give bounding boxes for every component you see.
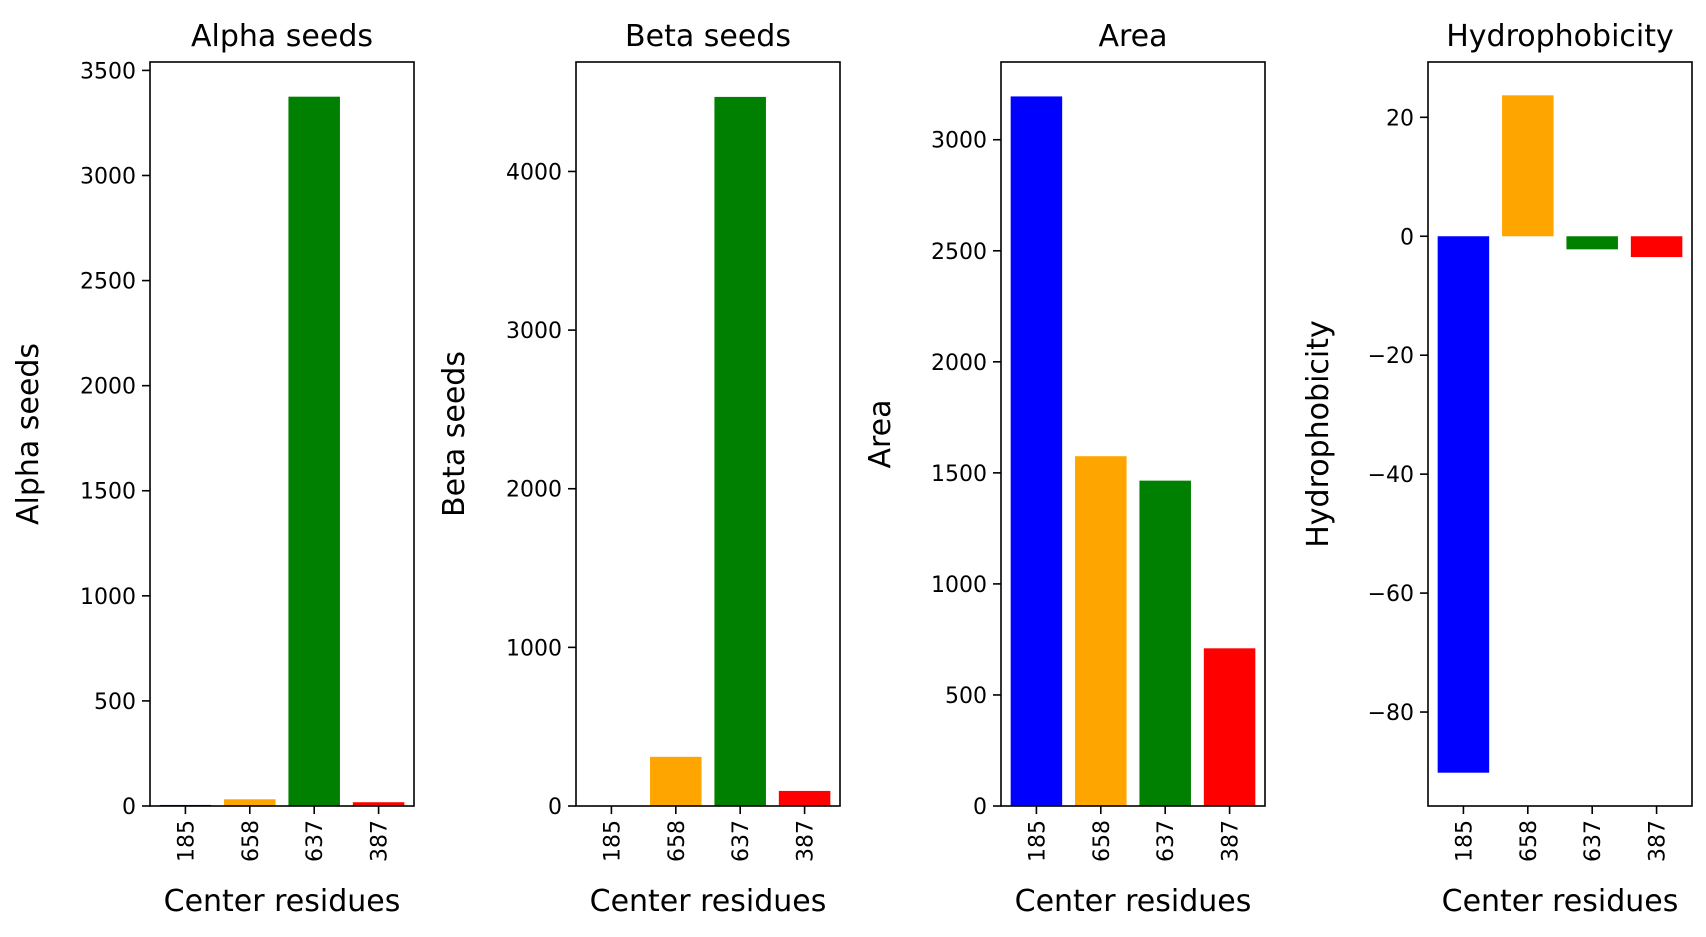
y-tick-label: −80 [1368, 701, 1414, 726]
x-axis-label: Center residues [1015, 884, 1252, 919]
axes-frame [1427, 61, 1693, 807]
y-tick-label: 1000 [931, 573, 987, 598]
bar-658 [650, 756, 702, 806]
y-tick-label: 2000 [80, 375, 136, 400]
y-tick-label: 3000 [506, 319, 562, 344]
y-tick-label: 2500 [80, 270, 136, 295]
y-tick-label: 3000 [80, 164, 136, 189]
subplot-3: 0 500 1000 1500 2000 2500 3000 185 658 637 387 Area… [863, 19, 1266, 919]
bar-185 [1010, 96, 1063, 806]
y-tick-label: −20 [1368, 344, 1414, 369]
y-tick-label: 0 [548, 795, 562, 820]
bar-387 [352, 802, 405, 806]
axes-frame [575, 61, 841, 807]
y-axis-label: Hydrophobicity [1301, 320, 1336, 548]
x-axis-label: Center residues [590, 884, 827, 919]
x-tick-label: 637 [1154, 820, 1179, 862]
axes-frame [1000, 61, 1266, 807]
x-tick-label: 185 [1452, 820, 1477, 862]
bar-637 [714, 96, 766, 807]
y-tick-label: 2000 [506, 478, 562, 503]
subplot-4: −80 −60 −40 −20 0 20 185 658 637 387 Hydrophobicit… [1301, 19, 1693, 919]
x-tick-label: 637 [1581, 820, 1606, 862]
y-tick-label: 3500 [80, 59, 136, 84]
y-tick-label: 4000 [506, 160, 562, 185]
x-tick-label: 185 [1025, 820, 1050, 862]
x-tick-label: 185 [600, 820, 625, 862]
x-axis-label: Center residues [164, 884, 401, 919]
y-tick-label: 1500 [931, 462, 987, 487]
bar-387 [778, 790, 831, 806]
x-tick-label: 658 [665, 820, 690, 862]
chart-title: Alpha seeds [191, 19, 373, 54]
chart-title: Hydrophobicity [1446, 19, 1674, 54]
axes-frame [149, 61, 415, 807]
bar-658 [1075, 456, 1127, 806]
y-tick-label: 0 [122, 795, 136, 820]
y-tick-label: 2000 [931, 351, 987, 376]
x-tick-label: 658 [1090, 820, 1115, 862]
bar-658 [1502, 95, 1554, 237]
y-tick-label: 1000 [506, 636, 562, 661]
subplot-1: 0 500 1000 1500 2000 2500 3000 3500 185 658 637 387… [11, 19, 415, 919]
y-tick-label: 3000 [931, 129, 987, 154]
y-tick-label: 0 [973, 795, 987, 820]
bar-387 [1203, 648, 1256, 806]
y-tick-label: 500 [945, 684, 987, 709]
y-axis-label: Alpha seeds [11, 343, 46, 525]
bar-637 [1566, 236, 1618, 250]
y-axis-label: Beta seeds [437, 351, 472, 517]
y-tick-label: 1500 [80, 480, 136, 505]
x-tick-label: 387 [1646, 820, 1671, 862]
x-tick-label: 637 [303, 820, 328, 862]
x-tick-label: 658 [239, 820, 264, 862]
x-tick-label: 637 [729, 820, 754, 862]
bar-637 [288, 96, 340, 806]
x-tick-label: 387 [1219, 820, 1244, 862]
x-tick-label: 185 [174, 820, 199, 862]
x-tick-label: 387 [368, 820, 393, 862]
chart-title: Area [1098, 19, 1167, 54]
bar-658 [224, 799, 276, 806]
y-tick-label: 1000 [80, 585, 136, 610]
y-axis-label: Area [863, 399, 898, 468]
bar-637 [1139, 480, 1191, 806]
subplot-2: 0 1000 2000 3000 4000 185 658 637 387 Beta seeds C… [437, 19, 841, 919]
x-axis-label: Center residues [1442, 884, 1679, 919]
chart-title: Beta seeds [625, 19, 791, 54]
y-tick-label: 0 [1400, 225, 1414, 250]
bar-185 [1437, 236, 1490, 773]
y-tick-label: −40 [1368, 463, 1414, 488]
y-tick-label: −60 [1368, 582, 1414, 607]
y-tick-label: 500 [94, 690, 136, 715]
bar-387 [1630, 236, 1683, 258]
y-tick-label: 20 [1386, 106, 1414, 131]
x-tick-label: 387 [794, 820, 819, 862]
x-tick-label: 658 [1517, 820, 1542, 862]
y-tick-label: 2500 [931, 240, 987, 265]
